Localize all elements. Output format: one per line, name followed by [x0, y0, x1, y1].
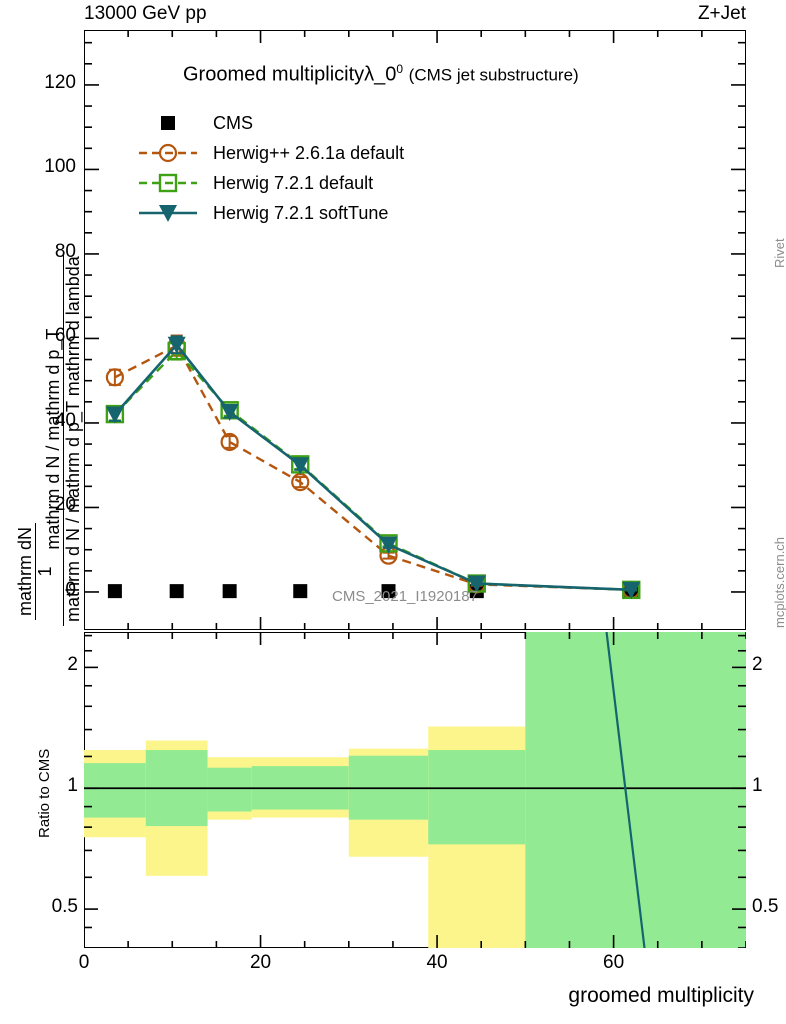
main-y-tick-label: 100 [44, 156, 76, 178]
x-tick-label: 60 [603, 952, 625, 973]
data-marker [169, 584, 184, 599]
data-marker [222, 584, 237, 599]
legend-item-label: Herwig 7.2.1 softTune [213, 202, 389, 223]
data-marker [161, 116, 175, 130]
main-plot-frame [84, 30, 746, 630]
data-marker [293, 584, 308, 599]
data-marker [622, 581, 641, 599]
marker-open-square [158, 173, 178, 193]
plot-title-lambda: λ_0 [364, 63, 397, 86]
ratio-y-axis-label: Ratio to CMS [36, 748, 53, 838]
marker-filled-triangle [379, 536, 398, 554]
header-left-label: 13000 GeV pp [84, 3, 207, 24]
ratio-curve-0 [605, 632, 646, 948]
data-marker [291, 457, 310, 475]
legend-item-label: Herwig++ 2.6.1a default [213, 142, 405, 163]
data-marker [379, 536, 398, 554]
data-marker [159, 205, 177, 222]
marker-open-circle [158, 143, 178, 163]
main-y-tick-label: 80 [54, 240, 76, 262]
marker-filled-triangle [159, 205, 177, 222]
marker-filled-square [107, 584, 122, 599]
marker-open-circle [105, 368, 124, 387]
header-right-label: Z+Jet [697, 3, 746, 24]
y-axis-inner-numerator: mathrm d N / mathrm d p_T [43, 328, 63, 550]
series-2 [105, 341, 641, 600]
marker-filled-triangle [105, 406, 124, 424]
marker-filled-square [381, 584, 396, 599]
main-plot-canvas [84, 30, 746, 630]
plot-title-paren: (CMS jet substructure) [408, 65, 579, 85]
marker-filled-triangle [467, 575, 486, 593]
y-axis-label-numerator: mathrm dN [15, 526, 35, 616]
ratio-band-green [207, 767, 252, 812]
plot-title-main: Groomed multiplicity [183, 63, 365, 86]
watermark-label: CMS_2021_I1920187 [332, 588, 478, 605]
legend-item-2[interactable]: Herwig 7.2.1 default [137, 168, 467, 198]
legend-item-3[interactable]: Herwig 7.2.1 softTune [137, 198, 467, 228]
x-tick-label: 40 [426, 952, 448, 973]
ratio-y-tick-label-left: 1 [67, 775, 78, 797]
data-marker [107, 584, 122, 599]
data-marker [220, 432, 239, 452]
ratio-y-tick-label-right: 0.5 [752, 896, 779, 918]
x-tick-label: 0 [78, 952, 90, 973]
plot-title: Groomed multiplicityλ_00 (CMS jet substr… [183, 62, 579, 87]
ratio-band-green [428, 750, 526, 845]
ratio-y-tick-label-right: 1 [752, 775, 763, 797]
series-line [114, 349, 632, 592]
legend-swatch [161, 116, 175, 130]
marker-filled-triangle [622, 581, 641, 599]
data-marker [105, 406, 124, 424]
data-marker [220, 403, 239, 421]
series-line [114, 344, 632, 592]
legend-item-label: Herwig 7.2.1 default [213, 172, 374, 193]
ratio-band-green [525, 632, 746, 948]
x-tick-label: 20 [249, 952, 272, 973]
data-marker [105, 368, 124, 387]
main-y-tick-label: 40 [54, 409, 76, 431]
marker-filled-square [222, 584, 237, 599]
data-marker [467, 575, 486, 593]
legend-swatch [139, 205, 197, 222]
plot-title-sup: 0 [396, 62, 404, 76]
ratio-y-tick-label-left: 2 [67, 654, 78, 676]
ratio-plot-canvas [84, 632, 746, 948]
legend: CMS Herwig++ 2.6.1a default Herwig 7.2.1 d… [137, 108, 467, 228]
legend-item-0[interactable]: CMS [137, 108, 467, 138]
data-marker [158, 173, 178, 193]
main-y-axis-label-inner: mathrm d N / mathrm d p_T mathrm d N / m… [43, 252, 84, 626]
marker-filled-square [169, 584, 184, 599]
legend-item-label: CMS [213, 112, 253, 133]
series-1 [105, 334, 641, 599]
y-axis-inner-denominator: mathrm d N / mathrm d p_T mathrm d lambd… [62, 256, 83, 622]
legend-item-1[interactable]: Herwig++ 2.6.1a default [137, 138, 467, 168]
marker-filled-triangle [220, 403, 239, 421]
data-marker [381, 584, 396, 599]
main-y-tick-label: 120 [44, 71, 76, 93]
series-line [113, 342, 632, 592]
mcplots-source-label: mcplots.cern.ch [arXiv:1306.3436] [772, 536, 786, 628]
ratio-band-green [84, 763, 146, 818]
marker-filled-square [293, 584, 308, 599]
rivet-version-label: Rivet 3.1.10, ≥ 100k events [772, 238, 786, 268]
series-3 [105, 335, 641, 599]
x-axis-label: groomed multiplicity [568, 984, 754, 1007]
main-y-tick-label: 20 [54, 494, 76, 516]
main-y-tick-label: 0 [65, 578, 76, 600]
legend-swatch [139, 173, 197, 193]
ratio-y-tick-label-left: 0.5 [51, 896, 78, 918]
marker-filled-square [161, 116, 175, 130]
main-y-tick-label: 60 [54, 325, 76, 347]
marker-filled-triangle [167, 336, 186, 354]
data-marker [167, 336, 186, 354]
marker-open-circle [220, 432, 239, 452]
marker-filled-triangle [291, 457, 310, 475]
legend-swatch [139, 143, 197, 163]
ratio-y-tick-label-right: 2 [752, 654, 763, 676]
data-marker [158, 143, 178, 163]
